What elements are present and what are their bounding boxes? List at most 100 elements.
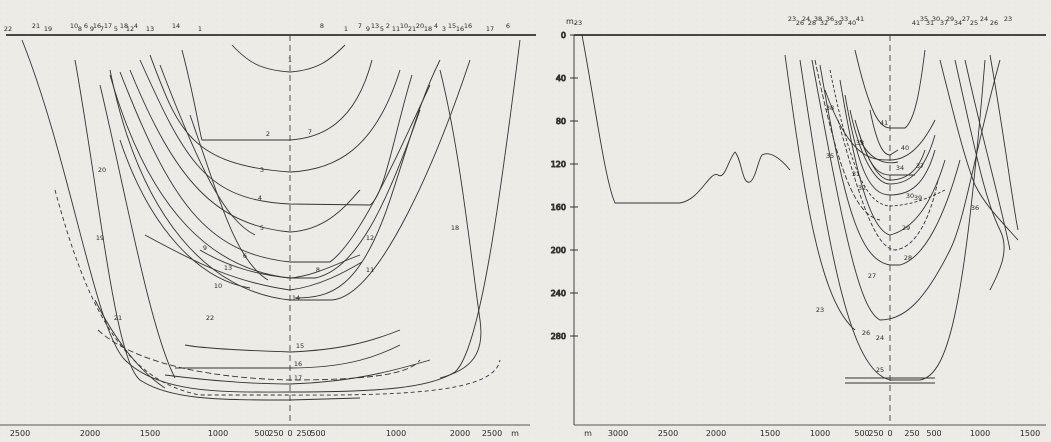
profile-number-label: 25 [876,366,884,374]
right-top-label: 33 [840,15,848,23]
left-top-label: 17 [486,25,494,33]
left-x-tick: 2000 [450,429,470,437]
right-top-label: 25 [970,19,978,27]
profile-line-28 [819,64,961,266]
right-x-tick: 2500 [658,429,678,437]
profile-number-label: 23 [816,306,824,314]
profile-number-label: 28 [904,254,912,262]
left-x-tick: 2000 [80,429,100,437]
profile-line-11 [294,59,441,299]
profile-number-label: 24 [876,334,884,342]
profile-number-label: 19 [96,234,104,242]
depth-tick-label: 80 [556,117,566,126]
profile-number-label: 27 [868,272,876,280]
right-top-label: 38 [814,15,822,23]
depth-tick-label: 0 [561,31,566,40]
right-top-label: 32 [820,19,828,27]
right-top-label: 31 [926,19,934,27]
profile-line-19 [74,59,361,401]
profile-number-label: 1 [288,56,292,64]
profile-line-24 [964,59,1011,251]
profile-number-label: 31 [852,170,860,178]
profile-number-label: 7 [308,128,312,136]
profile-line-dashed-inner [97,329,421,381]
left-top-label: 15 [448,22,456,30]
right-x-tick: 1000 [810,429,830,437]
profile-number-label: 12 [366,234,374,242]
profile-line-22 [21,39,521,393]
left-x-tick: m [511,429,519,437]
depth-tick-label: 240 [551,289,566,298]
profile-number-label: 32 [858,184,866,192]
profile-line-23-channel [581,34,791,204]
left-top-label: 4 [134,22,138,30]
right-top-label: 39 [834,19,842,27]
left-top-label: 11 [392,25,400,33]
profile-line-34 [857,129,915,176]
profile-number-label: 4 [258,194,262,202]
right-top-label: 37 [940,19,948,27]
profile-number-label: 3 [260,166,264,174]
profile-line-27 [837,119,939,251]
left-top-label: 12 [126,25,134,33]
depth-tick-label: 280 [551,332,566,341]
profile-number-label: 36 [971,204,979,212]
right-top-label: 28 [808,19,816,27]
left-top-label: 8 [320,22,324,30]
right-x-tick: 1000 [970,429,990,437]
profile-line-7 [159,64,256,236]
left-x-tick: 1000 [386,429,406,437]
right-x-tick: 0 [887,429,892,437]
left-top-label: 21 [408,25,416,33]
profile-line-2 [181,49,373,141]
profile-line-dashed-outer [54,189,501,396]
left-top-label: 14 [172,22,180,30]
profile-number-label: 17 [294,374,302,382]
right-x-tick: 500 [926,429,941,437]
left-top-label: 6 [84,22,88,30]
profile-line-41 [854,49,926,129]
profile-line-38 [814,59,881,221]
right-top-label: 24 [802,15,810,23]
profile-number-label: 16 [294,360,302,368]
profile-line-26 [811,59,1001,321]
profile-number-label: 30 [906,192,914,200]
profile-number-label: 13 [224,264,232,272]
right-top-label: 41 [912,19,920,27]
profile-line-4 [139,59,413,206]
right-top-label: 34 [954,19,962,27]
profile-number-label: 38 [826,104,834,112]
depth-tick-label: 40 [556,74,566,83]
profile-number-label: 8 [316,266,320,274]
right-x-tick: 1500 [1020,429,1040,437]
right-x-tick: 250 [904,429,919,437]
right-top-label: 26 [990,19,998,27]
profile-number-label: 20 [98,166,106,174]
depth-tick-label: 200 [551,246,566,255]
left-top-label: 17 [104,22,112,30]
profile-number-label: 22 [206,314,214,322]
profile-line-37 [824,89,936,161]
left-top-label: 16 [464,22,472,30]
profile-line-32 [829,69,946,207]
right-top-label: 23 [788,15,796,23]
right-x-tick: 500 [854,429,869,437]
right-top-label: 29 [946,15,954,23]
profile-number-label: 37 [916,162,924,170]
profile-number-label: 21 [114,314,122,322]
profile-line-30 [844,94,936,196]
right-top-label: 27 [962,15,970,23]
profile-number-label: 41 [880,119,888,127]
left-top-label: 18 [424,25,432,33]
left-top-label: 8 [78,25,82,33]
profile-line-1 [231,44,346,73]
depth-tick-label: 160 [551,203,566,212]
profile-number-label: 15 [296,342,304,350]
left-top-label: 6 [506,22,510,30]
right-top-label: 26 [796,19,804,27]
left-top-label: 10 [70,22,78,30]
profile-number-label: 39 [914,194,922,202]
depth-tick-label: 120 [551,160,566,169]
profile-line-12 [119,139,251,289]
